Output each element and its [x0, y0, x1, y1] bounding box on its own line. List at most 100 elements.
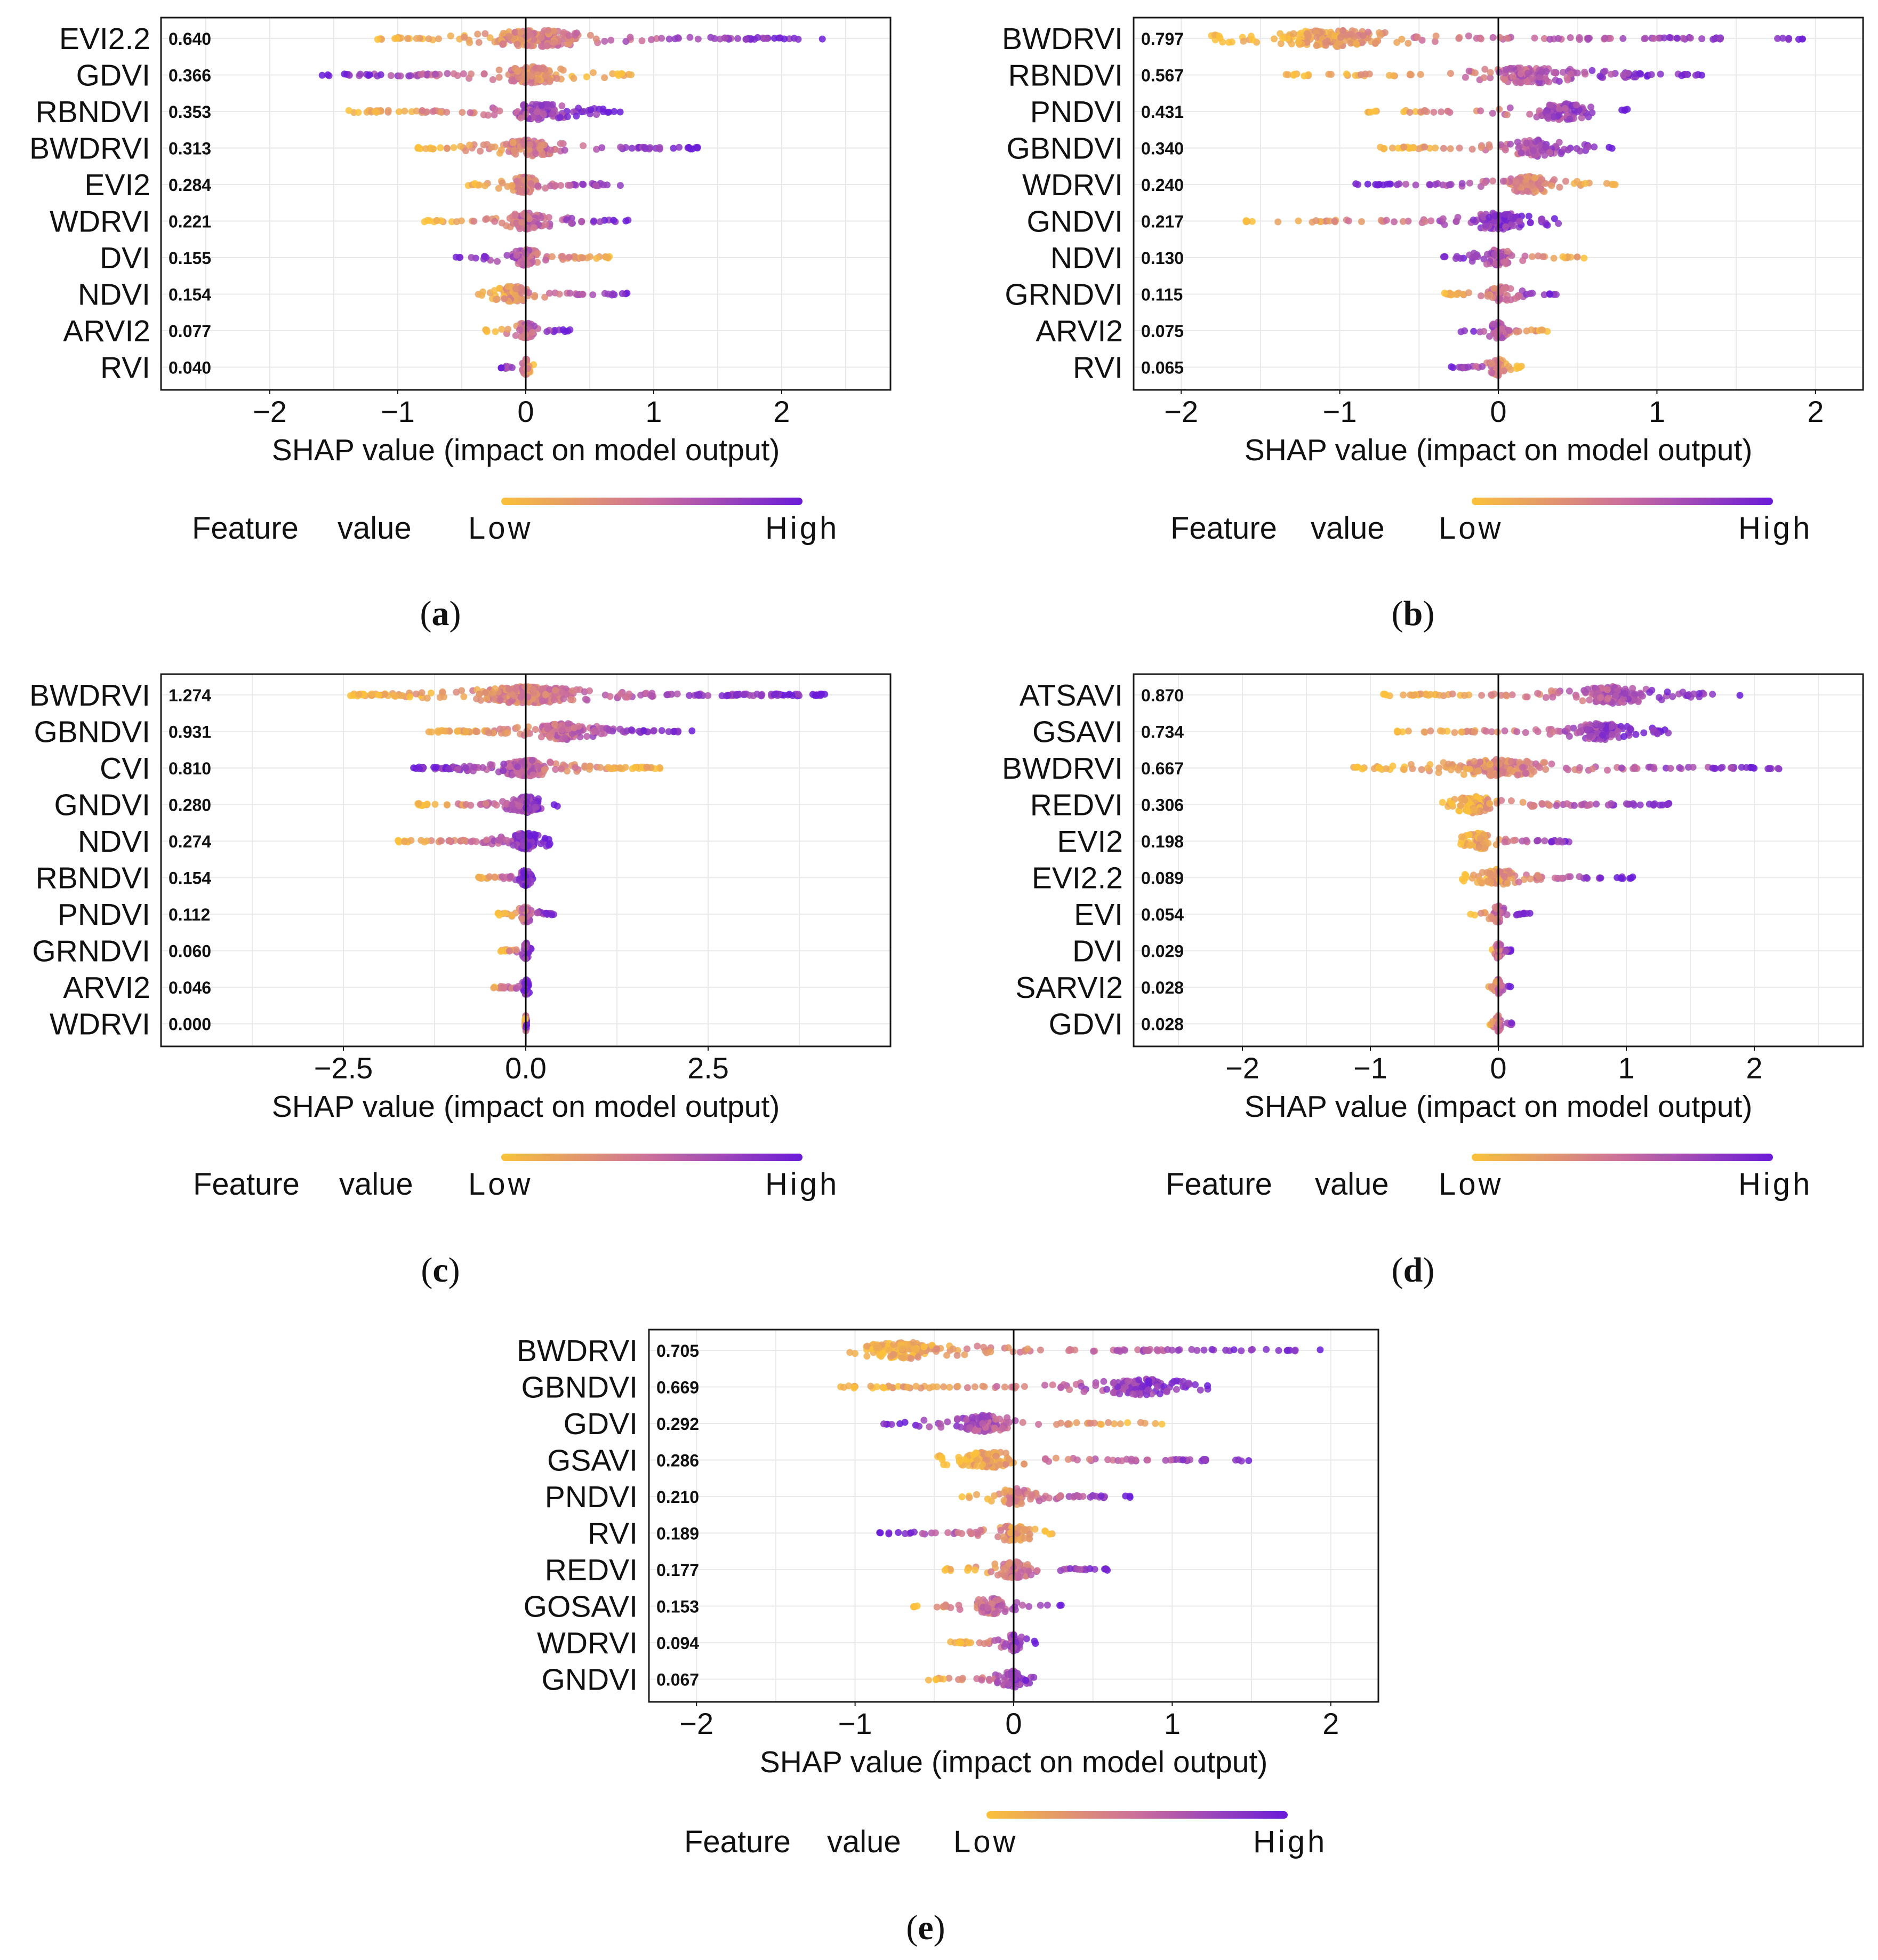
shap-point [547, 146, 555, 154]
shap-point [482, 216, 489, 223]
x-tick-label: −2 [1164, 395, 1198, 428]
shap-point [718, 692, 726, 699]
feature-label: ARVI2 [63, 314, 150, 348]
shap-point [507, 873, 514, 881]
shap-point [492, 328, 499, 335]
shap-point [1487, 772, 1494, 779]
shap-point [1492, 260, 1499, 267]
shap-point [1538, 68, 1545, 76]
shap-point [574, 291, 581, 299]
shap-point [480, 141, 487, 149]
feature-label: RVI [1073, 351, 1123, 385]
x-tick-label: −2.5 [314, 1051, 373, 1085]
shap-point [510, 842, 517, 849]
shap-point [1482, 222, 1489, 230]
x-tick-label: 1 [645, 395, 662, 428]
shap-point [1487, 69, 1494, 76]
shap-point [481, 30, 489, 37]
shap-point [1290, 70, 1298, 78]
shap-point [1331, 32, 1339, 39]
shap-point [1297, 29, 1305, 37]
shap-point [1432, 33, 1440, 39]
shap-point [1664, 801, 1671, 809]
shap-point [1562, 178, 1569, 185]
shap-point [1219, 38, 1226, 46]
shap-point [1479, 363, 1486, 370]
shap-point [1597, 874, 1604, 882]
importance-value: 0.154 [168, 869, 211, 888]
shap-point [651, 727, 658, 734]
shap-point [1439, 799, 1446, 806]
shap-point [529, 686, 537, 693]
shap-point [523, 730, 531, 738]
shap-point [1650, 801, 1657, 809]
shap-point [508, 912, 516, 919]
feature-label: RVI [100, 351, 150, 385]
shap-point [534, 909, 541, 917]
shap-point [438, 837, 445, 845]
shap-point [1532, 138, 1539, 146]
shap-point [1566, 687, 1573, 695]
shap-point [515, 833, 523, 840]
shap-point [1343, 70, 1350, 78]
shap-point [1467, 910, 1474, 918]
shap-point [467, 109, 474, 116]
shap-point [528, 757, 536, 764]
shap-point [631, 764, 639, 771]
shap-point [1400, 108, 1408, 116]
feature-label: GBNDVI [34, 715, 150, 749]
shap-point [1465, 289, 1472, 297]
shap-point [1558, 875, 1565, 882]
shap-point [1559, 253, 1567, 260]
shap-point [550, 696, 558, 703]
shap-point [1427, 217, 1435, 225]
feature-label: CVI [100, 751, 150, 786]
shap-point [1574, 178, 1581, 185]
shap-point [541, 835, 549, 842]
shap-point [444, 70, 451, 77]
feature-value-legend: Feature value Low High [193, 1154, 837, 1202]
shap-point [1527, 219, 1534, 226]
shap-point [1480, 255, 1488, 263]
shap-point [590, 217, 598, 225]
shap-point [482, 800, 489, 807]
shap-point [512, 285, 519, 292]
shap-point [1534, 837, 1541, 845]
shap-point [1507, 285, 1514, 292]
shap-point [527, 31, 534, 39]
shap-point [1457, 328, 1465, 335]
shap-point [1249, 36, 1256, 44]
shap-point [1717, 35, 1724, 43]
shap-point [1380, 145, 1387, 153]
shap-point [724, 692, 732, 699]
shap-point [1488, 691, 1495, 699]
shap-point [579, 291, 586, 298]
shap-point [1553, 802, 1560, 809]
shap-point [497, 364, 505, 372]
shap-point [1507, 797, 1515, 804]
shap-point [487, 761, 494, 769]
feature-label: GNDVI [1026, 205, 1123, 239]
shap-point [1488, 369, 1496, 377]
beeswarm-points [1208, 27, 1806, 379]
feature-label: GRNDVI [1005, 278, 1123, 312]
shap-point [512, 332, 519, 339]
shap-point [520, 177, 528, 184]
shap-point [1398, 36, 1406, 43]
shap-point [1411, 691, 1418, 699]
shap-point [607, 765, 614, 772]
shap-point [511, 291, 519, 298]
shap-point [1457, 802, 1464, 809]
shap-point [1574, 69, 1581, 77]
shap-point [1478, 692, 1486, 699]
shap-point [1579, 697, 1586, 705]
shap-point [1494, 729, 1501, 735]
shap-point [503, 252, 511, 259]
shap-point [640, 727, 647, 734]
shap-point [1525, 212, 1532, 220]
shap-point [1458, 180, 1466, 187]
shap-point [1466, 842, 1473, 849]
shap-point [1546, 36, 1554, 43]
shap-point [489, 689, 496, 696]
legend-value-text: value [1311, 511, 1385, 546]
